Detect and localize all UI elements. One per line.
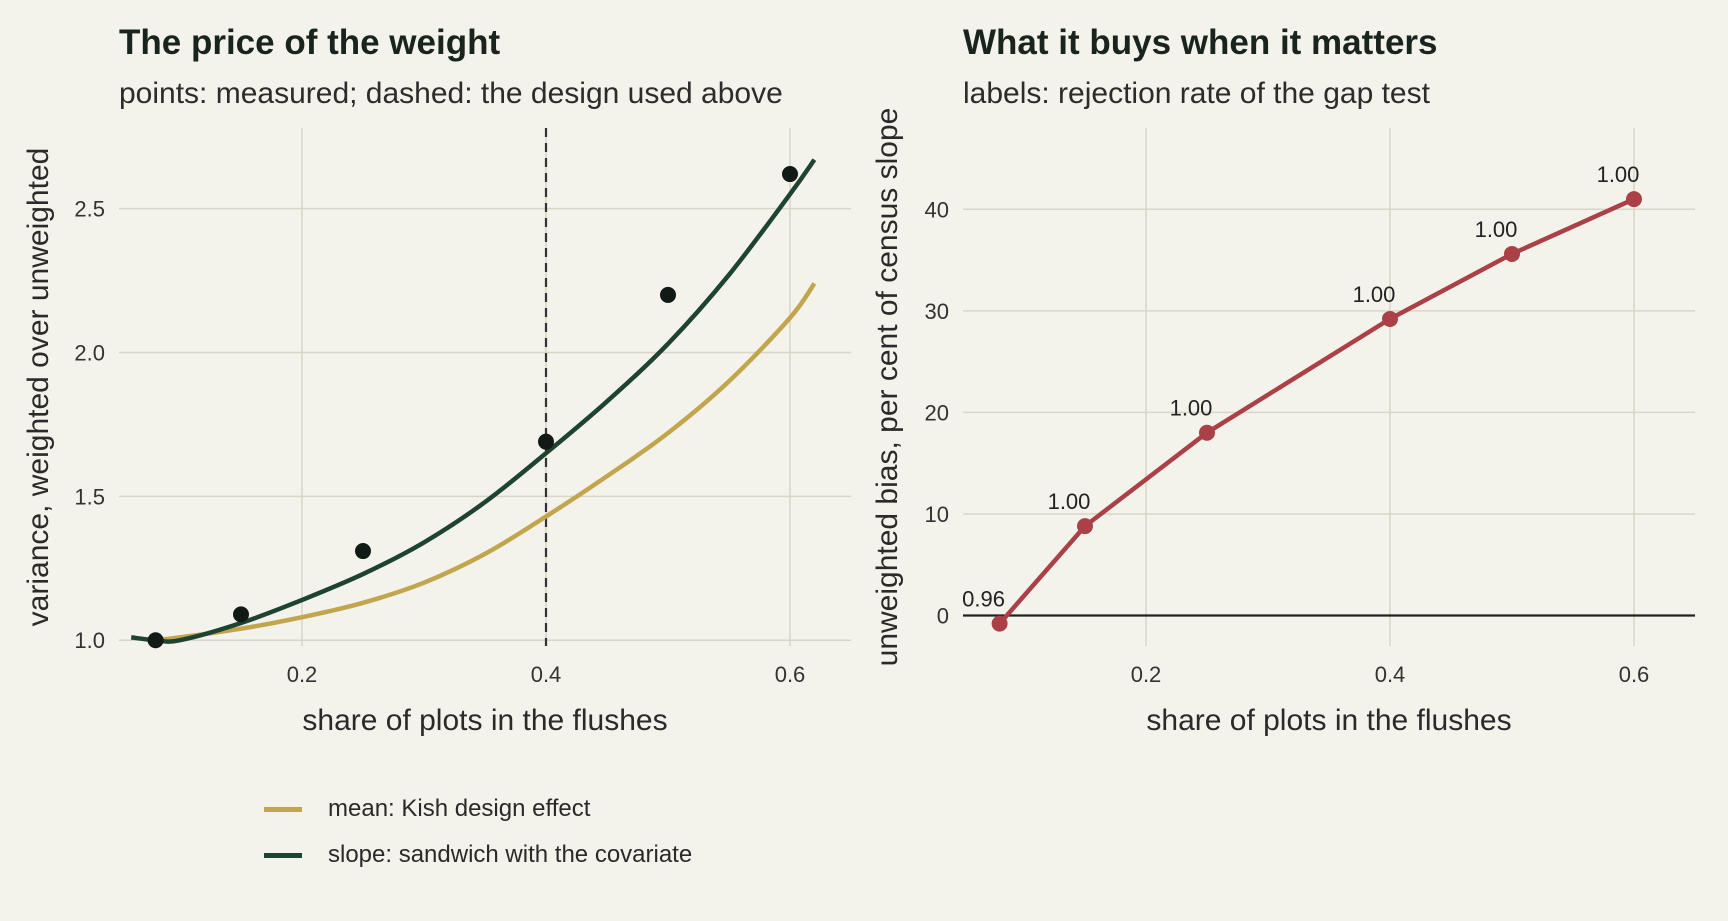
right-chart-subtitle: labels: rejection rate of the gap test <box>963 77 1430 110</box>
legend-item-mean: mean: Kish design effect <box>264 786 692 832</box>
left-ytick-label: 2.0 <box>74 340 105 365</box>
left-chart-subtitle: points: measured; dashed: the design use… <box>119 77 783 110</box>
bias-point <box>991 615 1008 632</box>
right-y-axis-label: unweighted bias, per cent of census slop… <box>871 108 904 667</box>
right-ytick-label: 30 <box>925 299 949 324</box>
bias-point <box>1626 191 1642 208</box>
bias-point <box>1199 424 1215 441</box>
right-ytick-label: 40 <box>925 197 949 222</box>
bias-point <box>1077 518 1093 535</box>
legend-swatch-mean <box>264 806 302 812</box>
right-chart-title: What it buys when it matters <box>963 23 1438 62</box>
right-xtick-label: 0.4 <box>1375 662 1406 687</box>
bias-point <box>1382 310 1398 327</box>
legend: mean: Kish design effect slope: sandwich… <box>264 786 692 878</box>
series-slope-line <box>130 158 817 644</box>
left-xtick-label: 0.2 <box>287 662 318 687</box>
right-ytick-label: 0 <box>937 604 949 629</box>
series-mean-line <box>155 282 817 643</box>
right-xtick-label: 0.2 <box>1131 662 1162 687</box>
right-x-axis-label: share of plots in the flushes <box>1146 704 1511 737</box>
legend-label-mean: mean: Kish design effect <box>328 795 591 822</box>
measured-point <box>355 543 371 560</box>
measured-point <box>233 606 249 623</box>
measured-point <box>538 433 554 450</box>
left-chart-plot: 0.2 0.4 0.6 1.0 1.5 2.0 2.5 share of plots in t… <box>22 128 851 737</box>
right-ytick-label: 20 <box>925 400 949 425</box>
measured-point <box>660 286 676 303</box>
left-y-axis-label: variance, weighted over unweighted <box>22 148 55 627</box>
rejection-rate-label: 1.00 <box>1353 282 1396 307</box>
right-xtick-label: 0.6 <box>1619 662 1650 687</box>
bias-point <box>1504 245 1520 262</box>
left-xtick-label: 0.6 <box>775 662 806 687</box>
rejection-rate-label: 1.00 <box>1475 217 1518 242</box>
left-ytick-label: 1.0 <box>74 628 105 653</box>
legend-label-slope: slope: sandwich with the covariate <box>328 841 693 868</box>
measured-point <box>782 166 798 183</box>
measured-point <box>147 632 164 649</box>
right-ytick-label: 10 <box>925 502 949 527</box>
left-x-axis-label: share of plots in the flushes <box>302 704 667 737</box>
rejection-rate-label: 1.00 <box>1048 489 1091 514</box>
left-ytick-label: 2.5 <box>74 197 105 222</box>
left-chart-title: The price of the weight <box>119 23 501 62</box>
right-chart-plot: 0.2 0.4 0.6 0 10 20 30 40 share of plots in the … <box>871 108 1695 737</box>
left-ytick-label: 1.5 <box>74 484 105 509</box>
rejection-rate-label: 1.00 <box>1597 162 1640 187</box>
left-xtick-label: 0.4 <box>531 662 562 687</box>
rejection-rate-label: 1.00 <box>1170 396 1213 421</box>
legend-swatch-slope <box>264 852 302 858</box>
rejection-rate-label: 0.96 <box>962 587 1005 612</box>
bias-line <box>997 197 1635 626</box>
legend-item-slope: slope: sandwich with the covariate <box>264 832 692 878</box>
